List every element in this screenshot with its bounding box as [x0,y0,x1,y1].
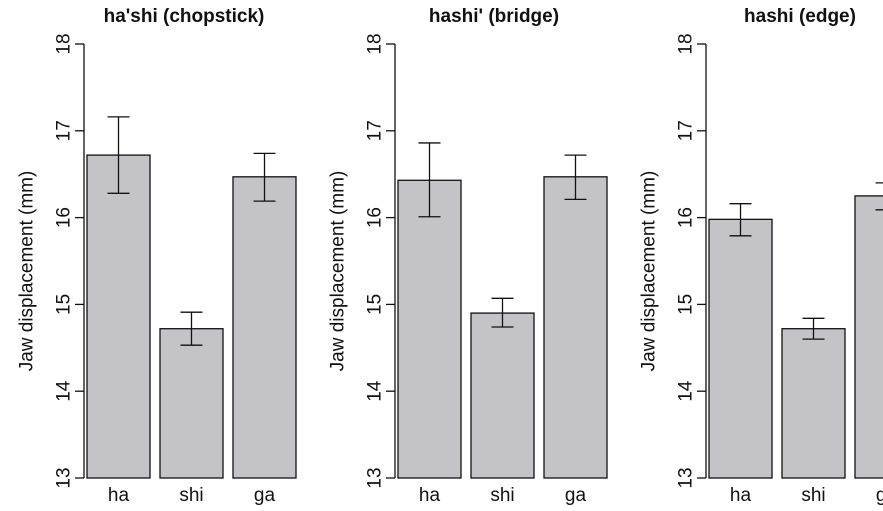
bar-2-ha [397,179,462,479]
y-axis-label-2: Jaw displacement (mm) [328,171,349,372]
category-label-3-ga: ga [876,485,883,506]
category-label-1-ga: ga [254,485,276,506]
bar-1-ha [86,154,151,479]
y-tick-label-2-18: 18 [365,33,386,54]
bar-3-ga [854,195,883,479]
y-tick-label-1-14: 14 [54,380,75,402]
y-tick-label-1-15: 15 [54,294,75,315]
y-axis-label-1: Jaw displacement (mm) [17,171,38,372]
y-tick-label-3-16: 16 [676,207,697,228]
y-axis-label-3: Jaw displacement (mm) [639,171,660,372]
bar-1-shi [159,328,224,479]
y-tick-label-1-16: 16 [54,207,75,228]
y-tick-label-3-15: 15 [676,294,697,315]
category-label-1-ha: ha [108,485,130,506]
category-label-2-shi: shi [490,485,514,506]
chart-title-2: hashi' (bridge) [429,6,559,27]
category-label-1-shi: shi [179,485,203,506]
y-tick-label-2-13: 13 [365,467,386,488]
y-tick-label-3-13: 13 [676,467,697,488]
bar-2-ga [543,176,608,479]
category-label-3-shi: shi [801,485,825,506]
y-tick-label-2-16: 16 [365,207,386,228]
category-label-3-ha: ha [730,485,752,506]
chart-title-1: ha'shi (chopstick) [104,6,265,27]
bar-3-shi [781,328,846,479]
y-tick-label-2-15: 15 [365,294,386,315]
bar-2-shi [470,312,535,479]
y-tick-label-3-18: 18 [676,33,697,54]
bar-1-ga [232,176,297,479]
y-tick-label-1-13: 13 [54,467,75,488]
y-tick-label-3-17: 17 [676,120,697,141]
y-tick-label-2-17: 17 [365,120,386,141]
y-tick-label-1-17: 17 [54,120,75,141]
chart-title-3: hashi (edge) [744,6,856,27]
category-label-2-ha: ha [419,485,441,506]
category-label-2-ga: ga [565,485,587,506]
y-tick-label-3-14: 14 [676,380,697,402]
bar-3-ha [708,218,773,479]
y-tick-label-1-18: 18 [54,33,75,54]
y-tick-label-2-14: 14 [365,380,386,402]
